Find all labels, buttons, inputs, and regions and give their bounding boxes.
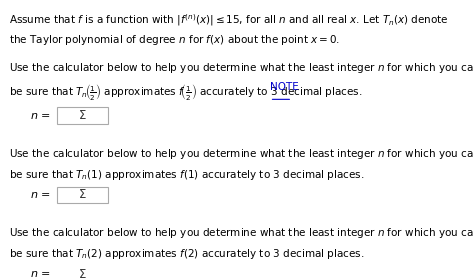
Text: $n$ =: $n$ = (30, 269, 51, 279)
Text: $\Sigma$: $\Sigma$ (78, 188, 87, 201)
Text: $n$ =: $n$ = (30, 190, 51, 200)
Text: NOTE: NOTE (270, 82, 298, 92)
Text: Use the calculator below to help you determine what the least integer $n$ for wh: Use the calculator below to help you det… (9, 227, 474, 240)
FancyBboxPatch shape (57, 187, 108, 203)
Text: Assume that $f$ is a function with $|f^{(n)}(x)| \leq 15$, for all $n$ and all r: Assume that $f$ is a function with $|f^{… (9, 12, 448, 28)
Text: be sure that $T_n(1)$ approximates $f(1)$ accurately to 3 decimal places.: be sure that $T_n(1)$ approximates $f(1)… (9, 168, 364, 182)
Text: Use the calculator below to help you determine what the least integer $n$ for wh: Use the calculator below to help you det… (9, 61, 474, 75)
Text: $\Sigma$: $\Sigma$ (78, 268, 87, 279)
Text: $\Sigma$: $\Sigma$ (78, 109, 87, 122)
Text: Use the calculator below to help you determine what the least integer $n$ for wh: Use the calculator below to help you det… (9, 147, 474, 161)
Text: the Taylor polynomial of degree $n$ for $f(x)$ about the point $x = 0$.: the Taylor polynomial of degree $n$ for … (9, 33, 340, 47)
FancyBboxPatch shape (57, 266, 108, 279)
Text: $n$ =: $n$ = (30, 111, 51, 121)
Text: be sure that $T_n(2)$ approximates $f(2)$ accurately to 3 decimal places.: be sure that $T_n(2)$ approximates $f(2)… (9, 247, 364, 261)
Text: be sure that $T_n\!\left(\frac{1}{2}\right)$ approximates $f\!\left(\frac{1}{2}\: be sure that $T_n\!\left(\frac{1}{2}\rig… (9, 82, 363, 102)
FancyBboxPatch shape (57, 107, 108, 124)
